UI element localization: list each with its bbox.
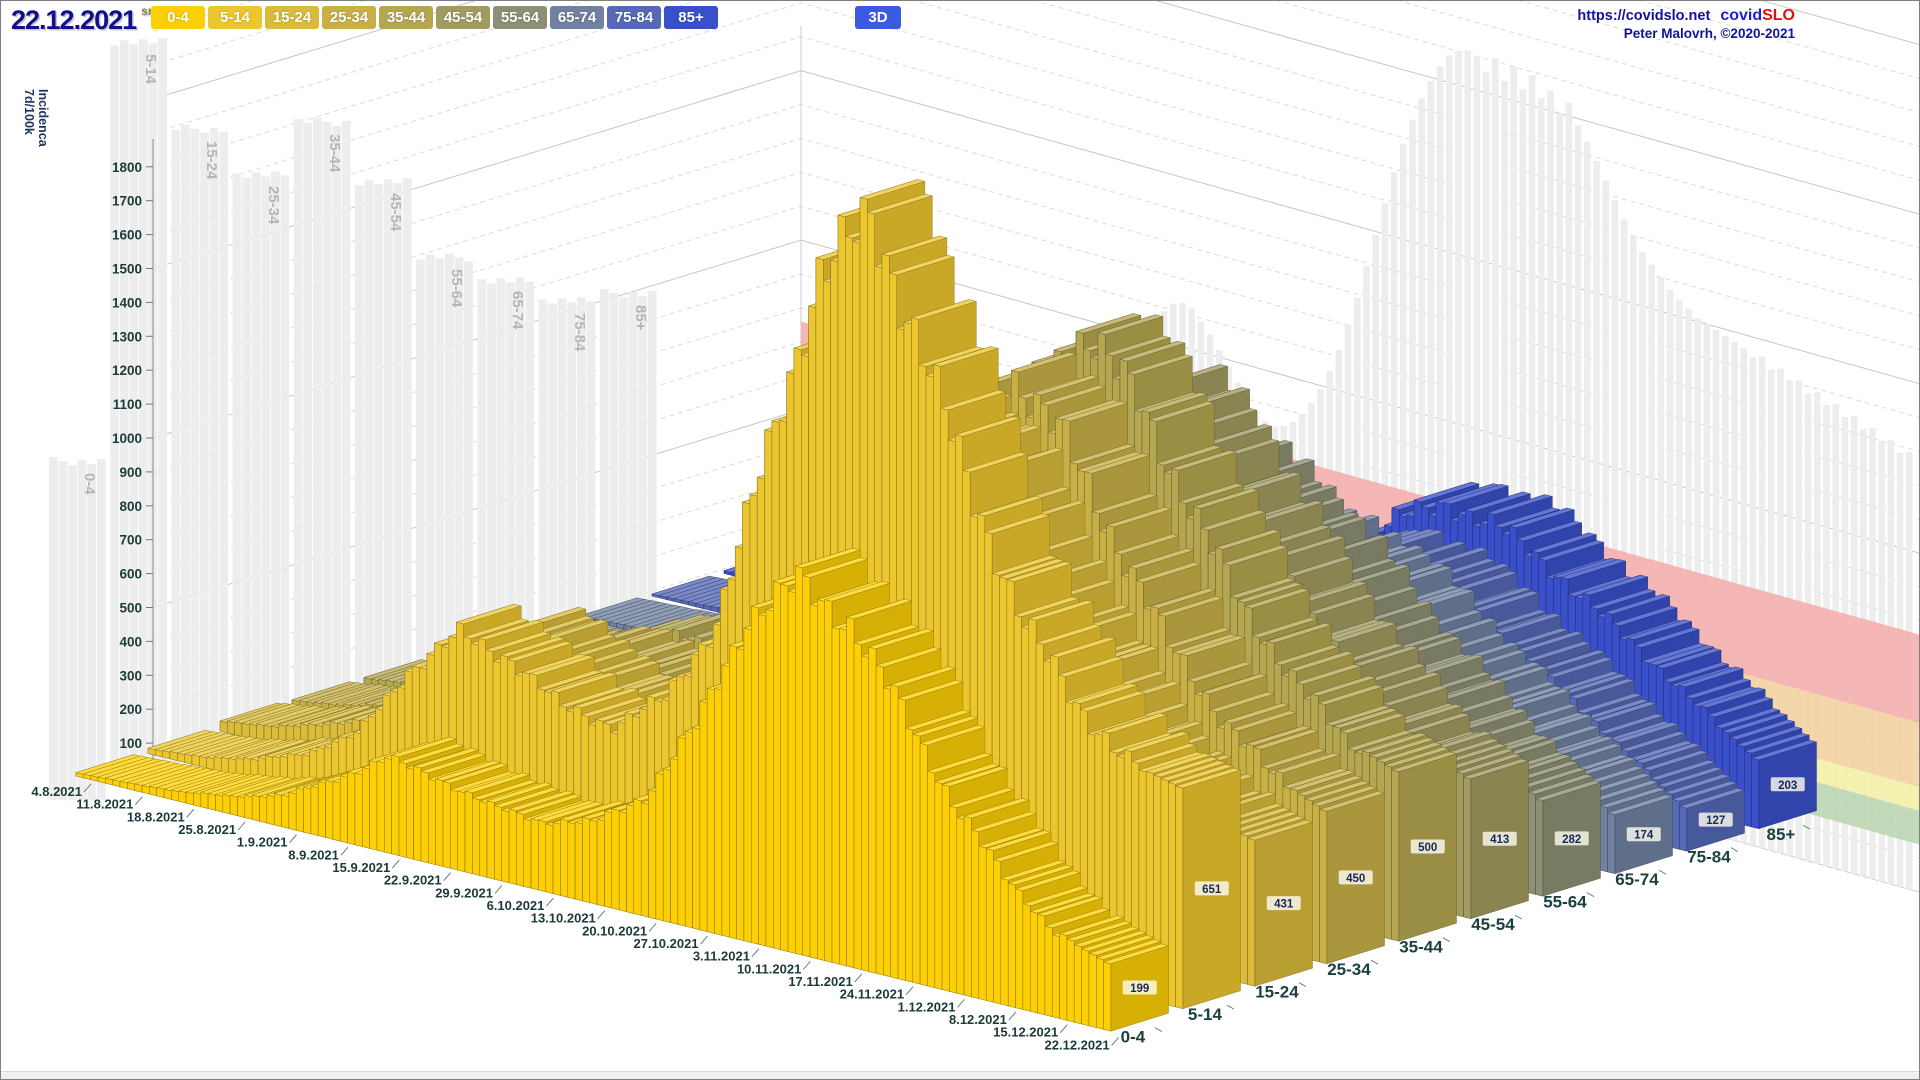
svg-text:0-4: 0-4 (81, 473, 98, 495)
svg-text:5-14: 5-14 (1188, 1005, 1223, 1024)
svg-text:800: 800 (119, 499, 142, 514)
svg-text:3.11.2021: 3.11.2021 (693, 949, 750, 964)
svg-text:300: 300 (119, 668, 142, 683)
svg-text:35-44: 35-44 (1399, 938, 1443, 957)
svg-text:600: 600 (119, 567, 142, 582)
svg-text:6.10.2021: 6.10.2021 (487, 898, 545, 913)
svg-text:15.12.2021: 15.12.2021 (993, 1025, 1058, 1040)
svg-text:1000: 1000 (112, 431, 142, 446)
svg-text:8.12.2021: 8.12.2021 (949, 1012, 1007, 1027)
bottom-scrollbar-track[interactable] (1, 1071, 1919, 1079)
svg-text:27.10.2021: 27.10.2021 (633, 936, 698, 951)
svg-text:700: 700 (119, 533, 142, 548)
svg-text:7d/100k: 7d/100k (22, 89, 36, 135)
svg-text:25-34: 25-34 (265, 186, 282, 225)
top-toolbar: 22.12.2021sre 0-45-1415-2425-3435-4445-5… (1, 1, 1919, 41)
svg-text:85+: 85+ (632, 305, 649, 331)
svg-text:15.9.2021: 15.9.2021 (332, 860, 390, 875)
svg-text:29.9.2021: 29.9.2021 (435, 885, 493, 900)
svg-text:65-74: 65-74 (509, 291, 526, 330)
svg-text:174: 174 (1634, 830, 1654, 842)
svg-text:13.10.2021: 13.10.2021 (531, 911, 596, 926)
svg-text:203: 203 (1778, 780, 1797, 792)
svg-text:55-64: 55-64 (1543, 893, 1587, 912)
svg-text:199: 199 (1130, 983, 1149, 995)
svg-text:1400: 1400 (112, 295, 142, 310)
svg-text:127: 127 (1706, 815, 1725, 827)
svg-text:100: 100 (119, 736, 142, 751)
age-button-55-64[interactable]: 55-64 (493, 6, 547, 29)
site-url-link[interactable]: https://covidslo.net (1577, 8, 1711, 24)
age-button-85+[interactable]: 85+ (664, 6, 718, 29)
svg-text:651: 651 (1202, 884, 1222, 896)
svg-text:55-64: 55-64 (448, 269, 465, 308)
svg-text:400: 400 (119, 634, 142, 649)
svg-text:500: 500 (1418, 842, 1437, 854)
author-credit: Peter Malovrh, ©2020-2021 (1623, 26, 1795, 41)
svg-text:8.9.2021: 8.9.2021 (288, 847, 339, 862)
svg-text:24.11.2021: 24.11.2021 (840, 987, 904, 1002)
value-labels: 199 651 431 450 500 413 282 174 127 203 (1122, 777, 1805, 995)
svg-text:20.10.2021: 20.10.2021 (582, 923, 647, 938)
svg-text:15-24: 15-24 (203, 141, 220, 180)
svg-text:1500: 1500 (112, 262, 142, 277)
svg-text:35-44: 35-44 (326, 134, 343, 173)
age-button-0-4[interactable]: 0-4 (151, 6, 205, 29)
covidslo-logo: covidSLO (1720, 7, 1795, 24)
age-button-5-14[interactable]: 5-14 (208, 6, 262, 29)
svg-text:25-34: 25-34 (1327, 960, 1371, 979)
age-button-45-54[interactable]: 45-54 (436, 6, 490, 29)
svg-text:15-24: 15-24 (1255, 983, 1299, 1002)
y-axis: 100 200 300 400 500 600 700 800 900 1000 1100 1200 1… (22, 89, 154, 777)
svg-text:500: 500 (119, 601, 142, 616)
svg-text:0-4: 0-4 (1121, 1028, 1146, 1047)
svg-text:45-54: 45-54 (387, 193, 404, 232)
svg-text:65-74: 65-74 (1615, 870, 1659, 889)
svg-text:282: 282 (1562, 834, 1581, 846)
svg-text:413: 413 (1490, 834, 1509, 846)
svg-text:85+: 85+ (1767, 825, 1796, 844)
svg-text:431: 431 (1274, 899, 1294, 911)
age-filter-buttons: 0-4 5-14 15-24 25-34 35-44 45-54 55-64 65-74 75-… (151, 6, 718, 29)
svg-text:1700: 1700 (112, 194, 142, 209)
svg-text:45-54: 45-54 (1471, 915, 1515, 934)
age-button-35-44[interactable]: 35-44 (379, 6, 433, 29)
svg-text:18.8.2021: 18.8.2021 (127, 809, 185, 824)
svg-text:450: 450 (1346, 873, 1365, 885)
svg-text:1.9.2021: 1.9.2021 (237, 835, 288, 850)
svg-text:10.11.2021: 10.11.2021 (737, 961, 801, 976)
svg-text:900: 900 (119, 465, 142, 480)
svg-text:Incidenca: Incidenca (36, 89, 50, 148)
current-date: 22.12.2021sre (11, 4, 159, 36)
svg-text:75-84: 75-84 (1687, 848, 1731, 867)
svg-text:22.9.2021: 22.9.2021 (384, 873, 442, 888)
svg-text:1.12.2021: 1.12.2021 (898, 999, 956, 1014)
site-links: https://covidslo.net covidSLO Peter Malov… (1577, 7, 1795, 42)
svg-text:22.12.2021: 22.12.2021 (1045, 1037, 1110, 1052)
age-button-25-34[interactable]: 25-34 (322, 6, 376, 29)
svg-text:1800: 1800 (112, 160, 142, 175)
svg-text:1200: 1200 (112, 363, 142, 378)
svg-text:1600: 1600 (112, 228, 142, 243)
svg-text:5-14: 5-14 (142, 54, 159, 85)
svg-text:25.8.2021: 25.8.2021 (178, 822, 236, 837)
age-button-65-74[interactable]: 65-74 (550, 6, 604, 29)
svg-text:4.8.2021: 4.8.2021 (31, 784, 82, 799)
svg-text:1300: 1300 (112, 329, 142, 344)
x-axis-labels: 4.8.202111.8.202118.8.202125.8.20211.9.2… (31, 783, 1119, 1052)
mode-3d-button[interactable]: 3D (855, 6, 901, 29)
age-axis-labels: 0-4 5-14 15-24 25-34 35-44 45-54 55-64 65-74 75-… (1121, 824, 1811, 1047)
svg-text:200: 200 (119, 702, 142, 717)
svg-text:75-84: 75-84 (571, 313, 588, 352)
svg-text:1100: 1100 (113, 397, 142, 412)
svg-text:17.11.2021: 17.11.2021 (788, 974, 852, 989)
age-button-15-24[interactable]: 15-24 (265, 6, 319, 29)
svg-text:11.8.2021: 11.8.2021 (76, 797, 133, 812)
age-button-75-84[interactable]: 75-84 (607, 6, 661, 29)
history-silhouettes: 0-4 5-14 15-24 25-34 35-44 45-54 55-64 65-74 75-… (49, 38, 657, 801)
ridge-0-4 (75, 547, 1169, 1032)
